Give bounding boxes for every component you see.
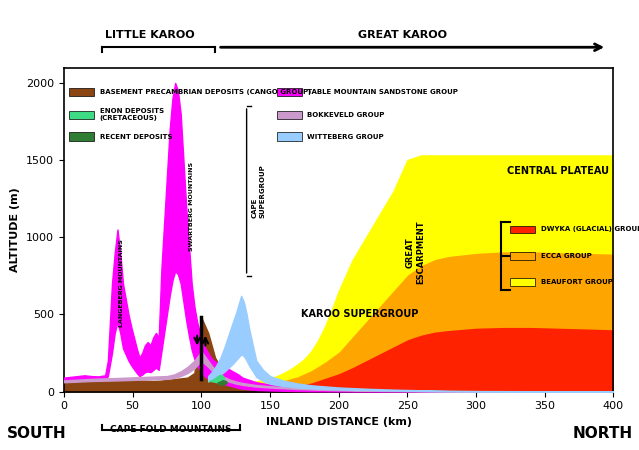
FancyBboxPatch shape — [511, 225, 535, 234]
Y-axis label: ALTITUDE (m): ALTITUDE (m) — [10, 187, 20, 272]
Text: ENON DEPOSITS
(CRETACEOUS): ENON DEPOSITS (CRETACEOUS) — [100, 108, 164, 122]
Text: BEAUFORT GROUP: BEAUFORT GROUP — [541, 279, 613, 285]
FancyBboxPatch shape — [277, 132, 302, 141]
Polygon shape — [218, 381, 227, 385]
Text: CENTRAL PLATEAU: CENTRAL PLATEAU — [507, 166, 610, 176]
Text: GREAT KAROO: GREAT KAROO — [358, 31, 447, 40]
Text: CAPE
SUPERGROUP: CAPE SUPERGROUP — [252, 164, 265, 218]
FancyBboxPatch shape — [511, 278, 535, 286]
Text: GREAT
ESCARPMENT: GREAT ESCARPMENT — [406, 221, 426, 284]
X-axis label: INLAND DISTANCE (km): INLAND DISTANCE (km) — [266, 417, 412, 427]
FancyBboxPatch shape — [70, 88, 94, 96]
Text: LANGEBERG MOUNTAINS: LANGEBERG MOUNTAINS — [119, 239, 124, 328]
FancyBboxPatch shape — [511, 252, 535, 260]
Polygon shape — [210, 375, 225, 383]
Text: TABLE MOUNTAIN SANDSTONE GROUP: TABLE MOUNTAIN SANDSTONE GROUP — [307, 89, 458, 95]
Text: KAROO SUPERGROUP: KAROO SUPERGROUP — [300, 309, 418, 320]
Text: DWYKA (GLACIAL) GROUP: DWYKA (GLACIAL) GROUP — [541, 226, 639, 233]
FancyBboxPatch shape — [277, 88, 302, 96]
FancyBboxPatch shape — [277, 111, 302, 119]
Text: SWARTBERG MOUNTAINS: SWARTBERG MOUNTAINS — [189, 162, 194, 251]
Text: BOKKEVELD GROUP: BOKKEVELD GROUP — [307, 112, 385, 118]
Text: NORTH: NORTH — [573, 426, 633, 441]
Text: ECCA GROUP: ECCA GROUP — [541, 253, 591, 259]
FancyBboxPatch shape — [70, 111, 94, 119]
Text: SOUTH: SOUTH — [6, 426, 66, 441]
Text: RECENT DEPOSITS: RECENT DEPOSITS — [100, 134, 172, 140]
Text: BASEMENT PRECAMBRIAN DEPOSITS (CANGO GROUP): BASEMENT PRECAMBRIAN DEPOSITS (CANGO GRO… — [100, 89, 311, 95]
FancyBboxPatch shape — [70, 132, 94, 141]
Text: LITTLE KAROO: LITTLE KAROO — [105, 31, 195, 40]
Text: WITTEBERG GROUP: WITTEBERG GROUP — [307, 134, 383, 140]
Text: CAPE FOLD MOUNTAINS: CAPE FOLD MOUNTAINS — [111, 425, 232, 434]
